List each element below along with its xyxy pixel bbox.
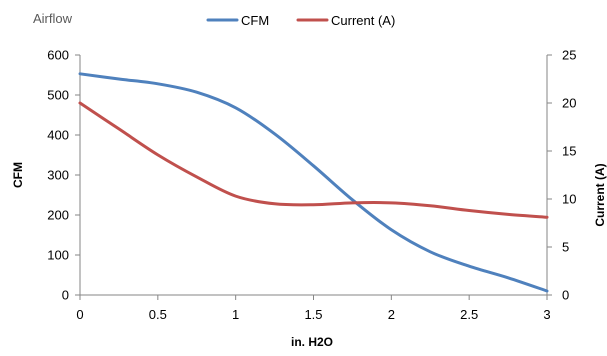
y2-tick-label: 5	[562, 240, 569, 255]
x-axis-title: in. H2O	[291, 335, 333, 349]
y2-tick-label: 20	[562, 96, 576, 111]
series-lines	[78, 72, 549, 293]
legend-label-current: Current (A)	[331, 13, 395, 28]
x-tick-label: 2	[388, 307, 395, 322]
legend: CFM Current (A)	[206, 13, 395, 28]
x-tick-label: 1	[232, 307, 239, 322]
legend-label-cfm: CFM	[241, 13, 269, 28]
x-tick-label: 2.5	[460, 307, 478, 322]
axes	[75, 54, 552, 300]
y-tick-label: 300	[47, 168, 69, 183]
chart-title: Airflow	[33, 11, 73, 26]
series-line-cfm	[78, 72, 549, 293]
y-tick-label: 0	[62, 288, 69, 303]
y2-tick-label: 0	[562, 288, 569, 303]
series-line-current	[78, 101, 549, 219]
y-axis-title: CFM	[11, 162, 25, 188]
y2-tick-label: 15	[562, 144, 576, 159]
y2-tick-label: 25	[562, 48, 576, 63]
x-tick-label: 0	[76, 307, 83, 322]
y-tick-label: 600	[47, 48, 69, 63]
x-tick-label: 1.5	[304, 307, 322, 322]
y-tick-label: 100	[47, 248, 69, 263]
y-tick-label: 500	[47, 88, 69, 103]
y-tick-label: 400	[47, 128, 69, 143]
y-tick-label: 200	[47, 208, 69, 223]
tick-labels: 0 0.5 1 1.5 2 2.5 3010020030040050060005101520…	[47, 48, 576, 323]
y2-tick-label: 10	[562, 192, 576, 207]
y2-axis-title: Current (A)	[593, 163, 607, 226]
x-tick-label: 3	[543, 307, 550, 322]
x-tick-label: 0.5	[149, 307, 167, 322]
